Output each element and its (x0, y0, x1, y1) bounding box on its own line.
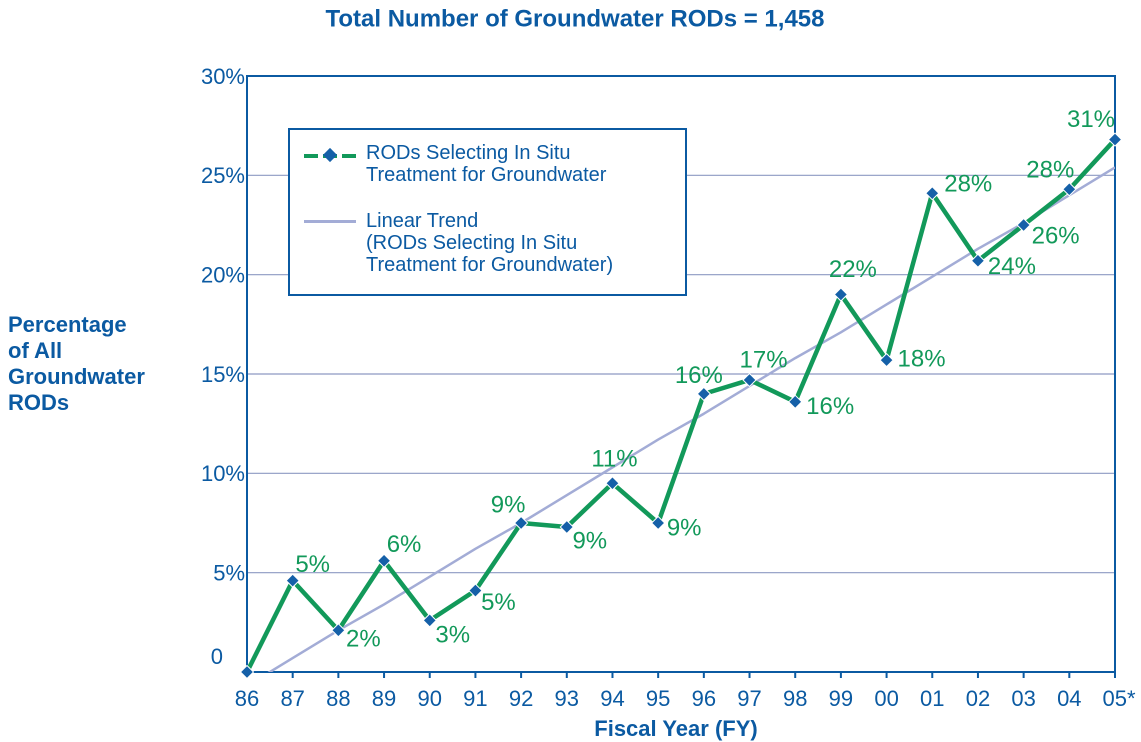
data-label: 2% (346, 626, 381, 653)
x-tick-label: 90 (417, 686, 441, 711)
marker (1016, 217, 1031, 233)
marker (650, 515, 666, 531)
marker (925, 186, 940, 201)
marker (513, 515, 529, 531)
x-tick-label: 86 (235, 686, 259, 711)
data-line (244, 138, 1117, 674)
legend: RODs Selecting In Situ Treatment for Gro… (288, 128, 687, 296)
data-label: 16% (806, 393, 854, 420)
data-label: 5% (481, 589, 516, 616)
x-tick-label: 91 (463, 686, 487, 711)
x-tick-label: 04 (1057, 686, 1081, 711)
marker (788, 394, 803, 410)
x-tick-label: 87 (280, 686, 304, 711)
marker (239, 664, 255, 680)
marker (559, 519, 574, 535)
marker (696, 386, 712, 402)
data-label: 5% (295, 551, 330, 578)
data-label: 9% (572, 527, 607, 554)
x-tick-label: 99 (829, 686, 853, 711)
data-label: 6% (387, 531, 422, 558)
data-label: 16% (675, 362, 723, 389)
marker (970, 253, 986, 268)
y-tick-label: 0 (211, 644, 223, 669)
marker (285, 573, 300, 588)
y-tick-label: 5% (213, 560, 245, 585)
marker (833, 287, 849, 302)
marker (742, 372, 757, 388)
y-tick-label: 15% (201, 362, 245, 387)
x-tick-label: 00 (874, 686, 898, 711)
legend-symbol (304, 220, 356, 223)
x-tick-label: 88 (326, 686, 350, 711)
x-tick-label: 98 (783, 686, 807, 711)
x-tick-label: 02 (966, 686, 990, 711)
x-tick-label: 97 (737, 686, 761, 711)
marker (468, 583, 483, 598)
x-tick-label: 05* (1102, 686, 1135, 711)
data-label: 3% (435, 622, 470, 649)
x-tick-label: 96 (692, 686, 716, 711)
x-tick-label: 95 (646, 686, 670, 711)
y-tick-label: 20% (201, 262, 245, 287)
x-axis-label: Fiscal Year (FY) (594, 716, 757, 741)
marker (376, 553, 392, 568)
legend-symbol (304, 147, 356, 163)
marker (879, 352, 894, 368)
marker (1107, 132, 1123, 147)
x-tick-label: 01 (920, 686, 944, 711)
y-tick-label: 30% (201, 64, 245, 89)
legend-marker (322, 147, 338, 163)
y-tick-label: 25% (201, 163, 245, 188)
data-label: 11% (591, 446, 637, 473)
y-tick-label: 10% (201, 461, 245, 486)
marker (605, 476, 620, 491)
data-label: 28% (944, 171, 992, 198)
data-label: 22% (829, 256, 877, 283)
data-label: 28% (1026, 157, 1074, 184)
x-tick-label: 03 (1011, 686, 1035, 711)
legend-label: RODs Selecting In Situ Treatment for Gro… (366, 142, 607, 186)
marker (1062, 182, 1077, 197)
x-tick-label: 94 (600, 686, 624, 711)
y-axis-label: Percentage of All Groundwater RODs (8, 312, 145, 415)
data-label: 26% (1032, 222, 1080, 249)
legend-label: Linear Trend (RODs Selecting In Situ Tre… (366, 210, 614, 276)
x-tick-label: 89 (372, 686, 396, 711)
plot-frame (246, 75, 1116, 673)
x-tick-label: 92 (509, 686, 533, 711)
marker (331, 623, 346, 638)
data-label: 9% (667, 514, 702, 541)
data-label: 9% (491, 491, 526, 518)
marker (422, 613, 437, 628)
x-tick-label: 93 (555, 686, 579, 711)
data-label: 18% (898, 345, 946, 372)
chart-title: Total Number of Groundwater RODs = 1,458 (326, 5, 825, 32)
data-label: 24% (988, 253, 1036, 280)
data-label: 31% (1067, 106, 1115, 133)
data-label: 17% (740, 346, 788, 373)
